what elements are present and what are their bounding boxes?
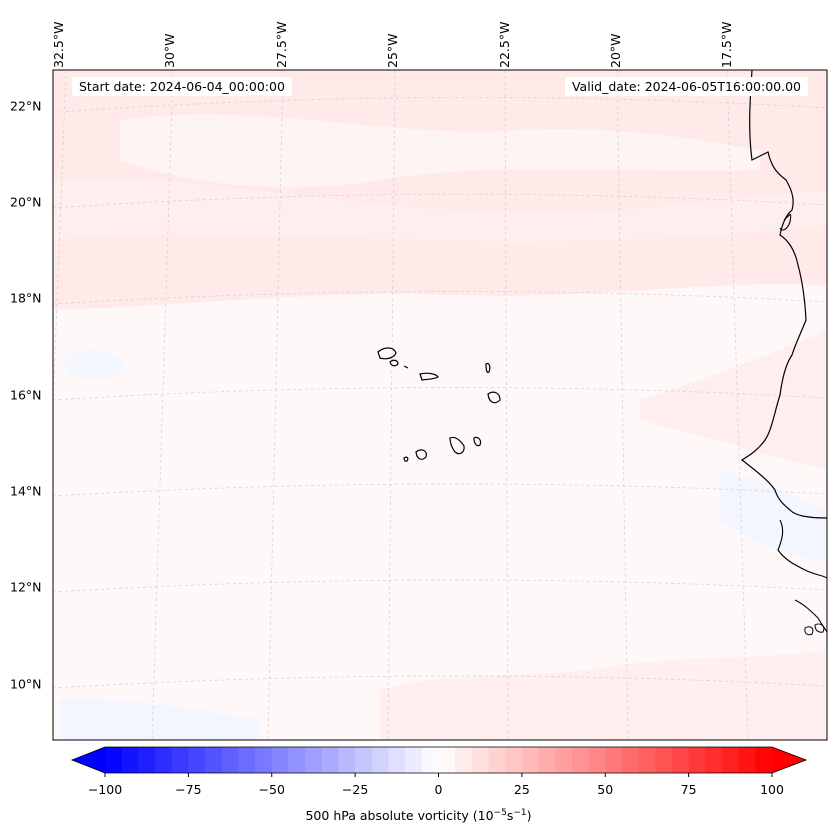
colorbar-segment <box>521 747 540 773</box>
colorbar-segment <box>671 747 690 773</box>
african-coastline <box>740 70 827 519</box>
vorticity-coastal-band <box>640 330 827 470</box>
colorbar-tick-label: 25 <box>513 782 530 797</box>
map-canvas <box>52 69 828 741</box>
colorbar-segment <box>588 747 606 773</box>
colorbar-segment <box>421 747 440 773</box>
colorbar-segment <box>188 747 206 773</box>
colorbar-tick-label: −100 <box>87 782 123 797</box>
colorbar-tick-label: 50 <box>597 782 614 797</box>
colorbar-segment <box>388 747 406 773</box>
colorbar-segment <box>321 747 340 773</box>
colorbar-segment <box>705 747 723 773</box>
colorbar-segment <box>271 747 290 773</box>
colorbar-segment <box>138 747 156 773</box>
colorbar-segment <box>305 747 323 773</box>
colorbar-segment <box>338 747 356 773</box>
colorbar-segment <box>721 747 740 773</box>
colorbar-segment <box>155 747 173 773</box>
colorbar-label-suffix: ) <box>526 808 532 824</box>
colorbar-segment <box>571 747 590 773</box>
colorbar-segment <box>621 747 640 773</box>
colorbar <box>70 746 808 777</box>
colorbar-segment <box>688 747 706 773</box>
colorbar-segment <box>605 747 623 773</box>
cape-verde-islands <box>377 347 501 462</box>
colorbar-tick-label: −75 <box>175 782 202 797</box>
vorticity-band-north-inner <box>120 114 760 188</box>
lon-label-17-5w: 17.5°W <box>719 21 734 68</box>
colorbar-segment <box>221 747 239 773</box>
colorbar-segment <box>471 747 490 773</box>
colorbar-label-exponent-1: −5 <box>493 808 507 818</box>
colorbar-segment <box>355 747 373 773</box>
lat-label-16n: 16°N <box>10 387 42 403</box>
colorbar-segment <box>371 747 390 773</box>
lon-label-27-5w: 27.5°W <box>274 21 289 68</box>
map-frame <box>52 69 828 741</box>
colorbar-extend-min <box>72 747 105 773</box>
colorbar-segment <box>171 747 189 773</box>
colorbar-tick-label: 75 <box>680 782 697 797</box>
lat-label-20n: 20°N <box>10 194 42 210</box>
lon-label-20w: 20°W <box>608 33 623 68</box>
colorbar-label-exponent-2: −1 <box>513 808 527 818</box>
colorbar-segment <box>205 747 223 773</box>
lon-label-32-5w: 32.5°W <box>51 21 66 68</box>
colorbar-segment <box>438 747 456 773</box>
graticule <box>53 70 827 740</box>
colorbar-segment <box>288 747 306 773</box>
lat-label-12n: 12°N <box>10 579 42 595</box>
vorticity-southern-patch <box>380 650 827 740</box>
colorbar-segment <box>405 747 423 773</box>
colorbar-label-unit-s: s <box>506 808 514 824</box>
colorbar-segment <box>488 747 506 773</box>
colorbar-outline <box>70 746 808 774</box>
colorbar-tick-label: −50 <box>258 782 285 797</box>
lon-label-30w: 30°W <box>162 33 177 68</box>
colorbar-tick-label: −25 <box>341 782 369 797</box>
colorbar-segment <box>105 747 123 773</box>
vorticity-blue-patch-center <box>65 350 125 380</box>
colorbar-segment <box>505 747 523 773</box>
colorbar-segment <box>455 747 473 773</box>
colorbar-tick-label: 100 <box>760 782 784 797</box>
colorbar-tick-label: 0 <box>434 782 443 797</box>
lon-label-22-5w: 22.5°W <box>497 21 512 68</box>
colorbar-segment <box>538 747 556 773</box>
coast-west-africa-south <box>777 519 827 579</box>
colorbar-segment <box>755 747 773 773</box>
lat-label-10n: 10°N <box>10 676 42 692</box>
valid-date-label: Valid_date: 2024-06-05T16:00:00.00 <box>564 77 808 96</box>
colorbar-segment <box>638 747 656 773</box>
lon-label-25w: 25°W <box>385 33 400 68</box>
vorticity-band-mid <box>53 177 827 242</box>
colorbar-segment <box>655 747 673 773</box>
colorbar-tick-marks <box>104 773 773 777</box>
coast-inlet-1 <box>779 214 792 231</box>
colorbar-segment <box>121 747 139 773</box>
vorticity-blue-patch-coast <box>720 470 827 560</box>
colorbar-segments <box>72 747 806 773</box>
colorbar-segment <box>255 747 273 773</box>
coast-guinea <box>794 599 827 633</box>
colorbar-segment <box>738 747 756 773</box>
colorbar-extend-max <box>772 747 806 773</box>
colorbar-segment <box>555 747 573 773</box>
lat-label-18n: 18°N <box>10 290 42 306</box>
start-date-label: Start date: 2024-06-04_00:00:00 <box>72 77 292 96</box>
vorticity-blue-patch-west <box>60 699 260 740</box>
colorbar-segment <box>238 747 256 773</box>
colorbar-label-prefix: 500 hPa absolute vorticity (10 <box>305 808 494 824</box>
lat-label-14n: 14°N <box>10 483 42 499</box>
coast-islands-south <box>804 623 825 636</box>
lat-label-22n: 22°N <box>10 98 42 114</box>
colorbar-label: 500 hPa absolute vorticity (10−5s−1) <box>0 808 837 823</box>
